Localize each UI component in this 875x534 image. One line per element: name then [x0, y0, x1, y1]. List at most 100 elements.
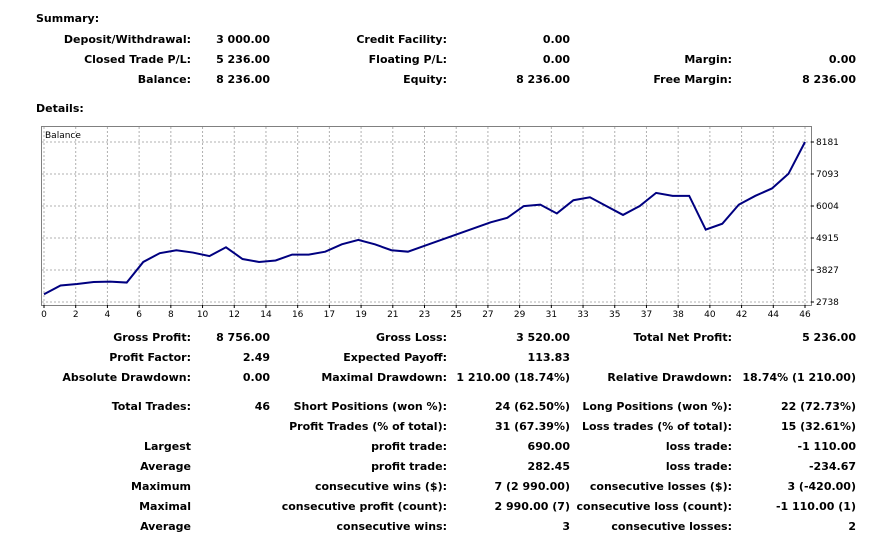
- x-tick-label: 12: [229, 310, 240, 320]
- gross-profit-value: 8 756.00: [216, 331, 270, 344]
- x-tick-label: 10: [197, 310, 209, 320]
- x-tick-label: 23: [419, 310, 430, 320]
- avg-consecutive-losses-value: 2: [848, 520, 856, 533]
- profit-factor-label: Profit Factor:: [109, 351, 191, 364]
- relative-drawdown-label: Relative Drawdown:: [607, 371, 732, 384]
- loss-trades-value: 15 (32.61%): [780, 420, 856, 433]
- avg-consecutive-wins-value: 3: [562, 520, 570, 533]
- total-net-profit-value: 5 236.00: [802, 331, 856, 344]
- avg-consecutive-wins-label: consecutive wins:: [336, 520, 447, 533]
- balance-value: 8 236.00: [216, 73, 270, 86]
- average-profit-value: 282.45: [527, 460, 570, 473]
- short-positions-label: Short Positions (won %):: [293, 400, 447, 413]
- maximal-consecutive-loss-label: consecutive loss (count):: [576, 500, 732, 513]
- gross-loss-value: 3 520.00: [516, 331, 570, 344]
- largest-profit-label: profit trade:: [371, 440, 447, 453]
- largest-label: Largest: [144, 440, 191, 453]
- y-tick-label: 7093: [816, 170, 839, 180]
- x-tick-label: 25: [450, 310, 461, 320]
- balance-chart-frame: [41, 126, 812, 306]
- average-profit-label: profit trade:: [371, 460, 447, 473]
- x-tick-label: 16: [292, 310, 304, 320]
- max-consecutive-losses-value: 3 (-420.00): [787, 480, 856, 493]
- credit-facility-label: Credit Facility:: [356, 33, 447, 46]
- profit-trades-label: Profit Trades (% of total):: [289, 420, 447, 433]
- chart-title: Balance: [45, 131, 81, 141]
- average-loss-value: -234.67: [808, 460, 856, 473]
- avg-consecutive-losses-label: consecutive losses:: [611, 520, 732, 533]
- largest-loss-value: -1 110.00: [797, 440, 857, 453]
- y-tick-label: 2738: [816, 298, 839, 308]
- maximal-consecutive-loss-value: -1 110.00 (1): [775, 500, 856, 513]
- x-tick-label: 29: [514, 310, 526, 320]
- total-trades-value: 46: [254, 400, 270, 413]
- free-margin-label: Free Margin:: [653, 73, 732, 86]
- maximal-consecutive-profit-value: 2 990.00 (7): [494, 500, 570, 513]
- x-tick-label: 37: [641, 310, 652, 320]
- x-tick-label: 8: [168, 310, 174, 320]
- expected-payoff-label: Expected Payoff:: [343, 351, 447, 364]
- relative-drawdown-value: 18.74% (1 210.00): [742, 371, 856, 384]
- floating-pl-label: Floating P/L:: [368, 53, 447, 66]
- x-tick-label: 4: [105, 310, 111, 320]
- x-tick-label: 31: [546, 310, 557, 320]
- x-tick-label: 33: [577, 310, 588, 320]
- maximal-consecutive-profit-label: consecutive profit (count):: [281, 500, 447, 513]
- profit-trades-value: 31 (67.39%): [494, 420, 570, 433]
- loss-trades-label: Loss trades (% of total):: [581, 420, 732, 433]
- profit-factor-value: 2.49: [242, 351, 270, 364]
- y-tick-label: 4915: [816, 234, 839, 244]
- absolute-drawdown-label: Absolute Drawdown:: [62, 371, 191, 384]
- x-tick-label: 17: [324, 310, 335, 320]
- closed-pl-value: 5 236.00: [216, 53, 270, 66]
- total-trades-label: Total Trades:: [111, 400, 191, 413]
- absolute-drawdown-value: 0.00: [242, 371, 270, 384]
- margin-value: 0.00: [828, 53, 856, 66]
- balance-series-line: [43, 141, 806, 296]
- x-tick-label: 44: [768, 310, 780, 320]
- credit-facility-value: 0.00: [542, 33, 570, 46]
- equity-label: Equity:: [403, 73, 447, 86]
- long-positions-value: 22 (72.73%): [780, 400, 856, 413]
- y-tick-label: 6004: [816, 202, 839, 212]
- long-positions-label: Long Positions (won %):: [582, 400, 732, 413]
- expected-payoff-value: 113.83: [527, 351, 570, 364]
- x-tick-label: 35: [609, 310, 620, 320]
- floating-pl-value: 0.00: [542, 53, 570, 66]
- total-net-profit-label: Total Net Profit:: [633, 331, 733, 344]
- closed-pl-label: Closed Trade P/L:: [84, 53, 191, 66]
- average-consecutive-label: Average: [140, 520, 191, 533]
- deposit-label: Deposit/Withdrawal:: [63, 33, 191, 46]
- x-tick-label: 27: [482, 310, 493, 320]
- deposit-value: 3 000.00: [216, 33, 270, 46]
- free-margin-value: 8 236.00: [802, 73, 856, 86]
- y-tick-label: 3827: [816, 266, 839, 276]
- max-consecutive-wins-label: consecutive wins ($):: [314, 480, 447, 493]
- x-tick-label: 2: [73, 310, 79, 320]
- average-label: Average: [140, 460, 191, 473]
- max-consecutive-wins-value: 7 (2 990.00): [494, 480, 570, 493]
- details-heading: Details:: [36, 102, 84, 115]
- x-tick-label: 40: [704, 310, 716, 320]
- y-tick-label: 8181: [816, 138, 839, 148]
- equity-value: 8 236.00: [516, 73, 570, 86]
- maximum-label: Maximum: [131, 480, 191, 493]
- x-tick-label: 42: [736, 310, 747, 320]
- margin-label: Margin:: [684, 53, 732, 66]
- largest-loss-label: loss trade:: [665, 440, 732, 453]
- gross-loss-label: Gross Loss:: [376, 331, 447, 344]
- maximal-label: Maximal: [139, 500, 191, 513]
- x-tick-label: 14: [260, 310, 272, 320]
- maximal-drawdown-value: 1 210.00 (18.74%): [456, 371, 570, 384]
- x-tick-label: 38: [672, 310, 684, 320]
- x-tick-label: 46: [799, 310, 811, 320]
- gross-profit-label: Gross Profit:: [113, 331, 191, 344]
- x-tick-label: 0: [41, 310, 47, 320]
- x-tick-label: 6: [136, 310, 142, 320]
- short-positions-value: 24 (62.50%): [494, 400, 570, 413]
- balance-label: Balance:: [137, 73, 191, 86]
- largest-profit-value: 690.00: [527, 440, 570, 453]
- x-tick-label: 19: [355, 310, 367, 320]
- summary-heading: Summary:: [36, 12, 100, 25]
